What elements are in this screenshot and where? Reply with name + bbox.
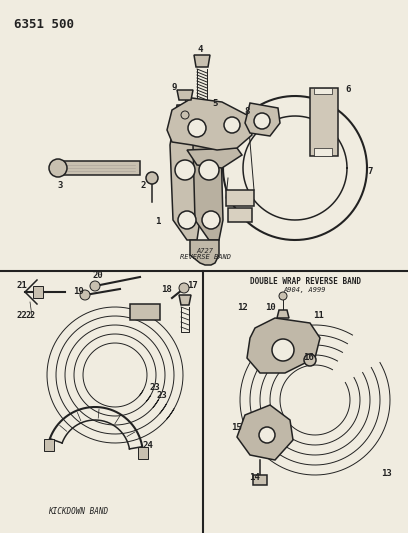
Polygon shape <box>130 304 160 320</box>
Circle shape <box>272 339 294 361</box>
Polygon shape <box>245 103 280 136</box>
Text: 13: 13 <box>381 469 391 478</box>
Text: 6: 6 <box>345 85 351 94</box>
Text: 10: 10 <box>266 303 276 312</box>
Polygon shape <box>170 105 200 240</box>
Text: 7: 7 <box>367 167 373 176</box>
Polygon shape <box>44 439 54 450</box>
Text: 4: 4 <box>197 45 203 54</box>
Text: 20: 20 <box>93 271 103 279</box>
Polygon shape <box>237 405 293 460</box>
Text: 21: 21 <box>17 280 27 289</box>
Circle shape <box>181 111 189 119</box>
Text: A727: A727 <box>197 248 213 254</box>
Text: 24: 24 <box>143 441 153 450</box>
Text: KICKDOWN BAND: KICKDOWN BAND <box>48 507 108 516</box>
Circle shape <box>49 159 67 177</box>
Text: 16: 16 <box>303 353 313 362</box>
Circle shape <box>199 160 219 180</box>
Polygon shape <box>194 55 210 67</box>
Polygon shape <box>247 318 320 373</box>
Polygon shape <box>314 148 332 156</box>
Polygon shape <box>253 475 267 485</box>
Text: 12: 12 <box>237 303 247 312</box>
Polygon shape <box>277 310 289 318</box>
Text: 6351 500: 6351 500 <box>14 18 74 31</box>
Polygon shape <box>193 105 223 240</box>
Polygon shape <box>314 88 332 94</box>
Text: REVERSE BAND: REVERSE BAND <box>180 254 231 260</box>
Text: 18: 18 <box>161 286 171 295</box>
Polygon shape <box>310 88 338 156</box>
Circle shape <box>179 283 189 293</box>
Polygon shape <box>179 295 191 305</box>
Circle shape <box>304 354 316 366</box>
Polygon shape <box>190 240 219 265</box>
Polygon shape <box>187 148 242 168</box>
Text: 1: 1 <box>155 217 161 227</box>
Text: DOUBLE WRAP REVERSE BAND: DOUBLE WRAP REVERSE BAND <box>250 277 361 286</box>
Text: 17: 17 <box>186 280 197 289</box>
Text: 8: 8 <box>244 108 250 117</box>
Circle shape <box>175 160 195 180</box>
Text: 2: 2 <box>140 181 146 190</box>
Circle shape <box>90 281 100 291</box>
Text: 5: 5 <box>212 100 218 109</box>
Polygon shape <box>138 447 148 459</box>
Polygon shape <box>177 90 193 100</box>
Circle shape <box>178 211 196 229</box>
Text: 22: 22 <box>25 311 35 320</box>
Text: 14: 14 <box>250 473 260 482</box>
Text: 23: 23 <box>150 383 161 392</box>
Text: 19: 19 <box>73 287 83 296</box>
Polygon shape <box>167 98 252 150</box>
Circle shape <box>146 172 158 184</box>
Circle shape <box>224 117 240 133</box>
Circle shape <box>254 113 270 129</box>
Text: 3: 3 <box>57 181 63 190</box>
Circle shape <box>259 427 275 443</box>
Circle shape <box>188 119 206 137</box>
Text: A904, A999: A904, A999 <box>284 287 326 293</box>
Polygon shape <box>226 190 254 206</box>
Text: 15: 15 <box>232 424 242 432</box>
Circle shape <box>80 290 90 300</box>
Polygon shape <box>228 208 252 222</box>
Text: 9: 9 <box>171 84 177 93</box>
Polygon shape <box>58 161 140 175</box>
Circle shape <box>202 211 220 229</box>
Text: 23: 23 <box>157 391 167 400</box>
Text: 11: 11 <box>313 311 324 320</box>
Circle shape <box>279 292 287 300</box>
Polygon shape <box>33 286 43 298</box>
Text: 22: 22 <box>17 311 27 319</box>
